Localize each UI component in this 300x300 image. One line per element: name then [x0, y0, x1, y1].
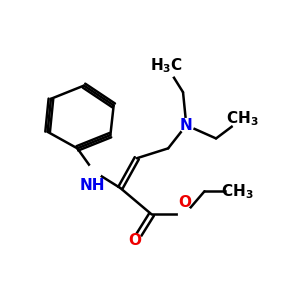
Text: NH: NH [80, 178, 105, 193]
Text: $\mathregular{H_3C}$: $\mathregular{H_3C}$ [150, 56, 183, 75]
Text: $\mathregular{CH_3}$: $\mathregular{CH_3}$ [221, 182, 254, 201]
Text: O: O [129, 233, 142, 248]
Text: $\mathregular{CH_3}$: $\mathregular{CH_3}$ [226, 109, 259, 128]
Text: O: O [178, 195, 191, 210]
Text: N: N [180, 118, 193, 133]
